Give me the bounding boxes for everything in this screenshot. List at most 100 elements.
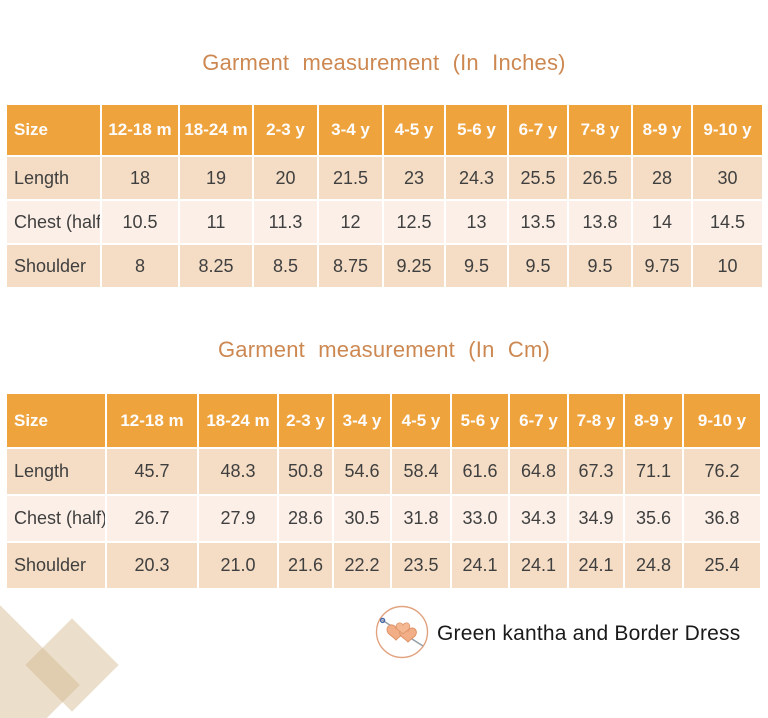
age-column-header: 18-24 m — [178, 103, 254, 157]
measurement-cell: 20.3 — [105, 541, 199, 590]
measurement-cell: 11 — [178, 199, 254, 245]
measurement-cell: 24.1 — [567, 541, 625, 590]
measurement-cell: 9.5 — [444, 243, 509, 289]
age-column-header: 7-8 y — [567, 392, 625, 449]
measurement-cell: 9.75 — [631, 243, 693, 289]
measurement-cell: 25.5 — [507, 155, 569, 201]
row-label: Shoulder — [5, 243, 102, 289]
table-row: Length 18 19 20 21.5 23 24.3 25.5 26.5 28 30 — [5, 155, 764, 201]
measurement-cell: 13.8 — [567, 199, 633, 245]
inches-measurement-table: Size 12-18 m 18-24 m 2-3 y 3-4 y 4-5 y 5-6 y 6-… — [5, 103, 764, 289]
measurement-cell: 19 — [178, 155, 254, 201]
age-column-header: 6-7 y — [507, 103, 569, 157]
age-column-header: 3-4 y — [317, 103, 384, 157]
age-column-header: 9-10 y — [691, 103, 764, 157]
brand-footer: Green kantha and Border Dress — [374, 604, 740, 664]
measurement-cell: 8.5 — [252, 243, 319, 289]
measurement-cell: 23.5 — [390, 541, 452, 590]
age-column-header: 6-7 y — [508, 392, 569, 449]
age-column-header: 7-8 y — [567, 103, 633, 157]
brand-name: Green kantha and Border Dress — [437, 622, 741, 645]
cm-measurement-table: Size 12-18 m 18-24 m 2-3 y 3-4 y 4-5 y 5-6 y 6-… — [5, 392, 762, 590]
table-row: Shoulder 8 8.25 8.5 8.75 9.25 9.5 9.5 9.5 9.75 10 — [5, 243, 764, 289]
measurement-cell: 54.6 — [332, 447, 392, 496]
header-row: Size 12-18 m 18-24 m 2-3 y 3-4 y 4-5 y 5-6 y 6-… — [5, 103, 764, 157]
age-column-header: 2-3 y — [252, 103, 319, 157]
header-row: Size 12-18 m 18-24 m 2-3 y 3-4 y 4-5 y 5-6 y 6-… — [5, 392, 762, 449]
measurement-cell: 28 — [631, 155, 693, 201]
measurement-cell: 20 — [252, 155, 319, 201]
measurement-cell: 21.5 — [317, 155, 384, 201]
age-column-header: 12-18 m — [105, 392, 199, 449]
measurement-cell: 9.5 — [507, 243, 569, 289]
measurement-cell: 13.5 — [507, 199, 569, 245]
age-column-header: 2-3 y — [277, 392, 334, 449]
table-row: Length 45.7 48.3 50.8 54.6 58.4 61.6 64.8 67.3 71… — [5, 447, 762, 496]
cm-table-title: Garment measurement (In Cm) — [217, 337, 551, 362]
table-row: Shoulder 20.3 21.0 21.6 22.2 23.5 24.1 24.1 24.1… — [5, 541, 762, 590]
row-label: Shoulder — [5, 541, 107, 590]
measurement-cell: 12.5 — [382, 199, 446, 245]
measurement-cell: 13 — [444, 199, 509, 245]
measurement-cell: 12 — [317, 199, 384, 245]
measurement-cell: 24.1 — [508, 541, 569, 590]
measurement-cell: 8 — [100, 243, 180, 289]
measurement-cell: 27.9 — [197, 494, 279, 543]
age-column-header: 5-6 y — [450, 392, 510, 449]
inches-table-title: Garment measurement (In Inches) — [202, 50, 566, 75]
row-label: Chest (half) — [5, 199, 102, 245]
measurement-cell: 8.25 — [178, 243, 254, 289]
measurement-cell: 10.5 — [100, 199, 180, 245]
size-column-header: Size — [5, 392, 107, 449]
measurement-cell: 26.5 — [567, 155, 633, 201]
measurement-cell: 64.8 — [508, 447, 569, 496]
measurement-cell: 30 — [691, 155, 764, 201]
measurement-cell: 10 — [691, 243, 764, 289]
measurement-cell: 35.6 — [623, 494, 684, 543]
age-column-header: 4-5 y — [382, 103, 446, 157]
measurement-cell: 31.8 — [390, 494, 452, 543]
size-column-header: Size — [5, 103, 102, 157]
measurement-cell: 14.5 — [691, 199, 764, 245]
measurement-cell: 24.1 — [450, 541, 510, 590]
measurement-cell: 34.9 — [567, 494, 625, 543]
table-row: Chest (half) 10.5 11 11.3 12 12.5 13 13.5 13.8 14… — [5, 199, 764, 245]
row-label: Chest (half) — [5, 494, 107, 543]
measurement-cell: 45.7 — [105, 447, 199, 496]
measurement-cell: 21.0 — [197, 541, 279, 590]
measurement-cell: 34.3 — [508, 494, 569, 543]
measurement-cell: 26.7 — [105, 494, 199, 543]
measurement-cell: 28.6 — [277, 494, 334, 543]
age-column-header: 9-10 y — [682, 392, 762, 449]
age-column-header: 18-24 m — [197, 392, 279, 449]
measurement-cell: 9.25 — [382, 243, 446, 289]
measurement-cell: 36.8 — [682, 494, 762, 543]
measurement-cell: 14 — [631, 199, 693, 245]
age-column-header: 12-18 m — [100, 103, 180, 157]
measurement-cell: 33.0 — [450, 494, 510, 543]
measurement-cell: 18 — [100, 155, 180, 201]
measurement-cell: 76.2 — [682, 447, 762, 496]
measurement-cell: 24.3 — [444, 155, 509, 201]
measurement-cell: 23 — [382, 155, 446, 201]
age-column-header: 8-9 y — [623, 392, 684, 449]
measurement-cell: 61.6 — [450, 447, 510, 496]
row-label: Length — [5, 155, 102, 201]
measurement-cell: 21.6 — [277, 541, 334, 590]
age-column-header: 4-5 y — [390, 392, 452, 449]
measurement-cell: 25.4 — [682, 541, 762, 590]
measurement-cell: 8.75 — [317, 243, 384, 289]
measurement-cell: 30.5 — [332, 494, 392, 543]
age-column-header: 8-9 y — [631, 103, 693, 157]
measurement-cell: 71.1 — [623, 447, 684, 496]
age-column-header: 5-6 y — [444, 103, 509, 157]
measurement-cell: 9.5 — [567, 243, 633, 289]
measurement-cell: 11.3 — [252, 199, 319, 245]
row-label: Length — [5, 447, 107, 496]
table-row: Chest (half) 26.7 27.9 28.6 30.5 31.8 33.0 34.3… — [5, 494, 762, 543]
measurement-cell: 22.2 — [332, 541, 392, 590]
age-column-header: 3-4 y — [332, 392, 392, 449]
hearts-and-needle-logo-icon — [374, 604, 430, 665]
measurement-cell: 24.8 — [623, 541, 684, 590]
